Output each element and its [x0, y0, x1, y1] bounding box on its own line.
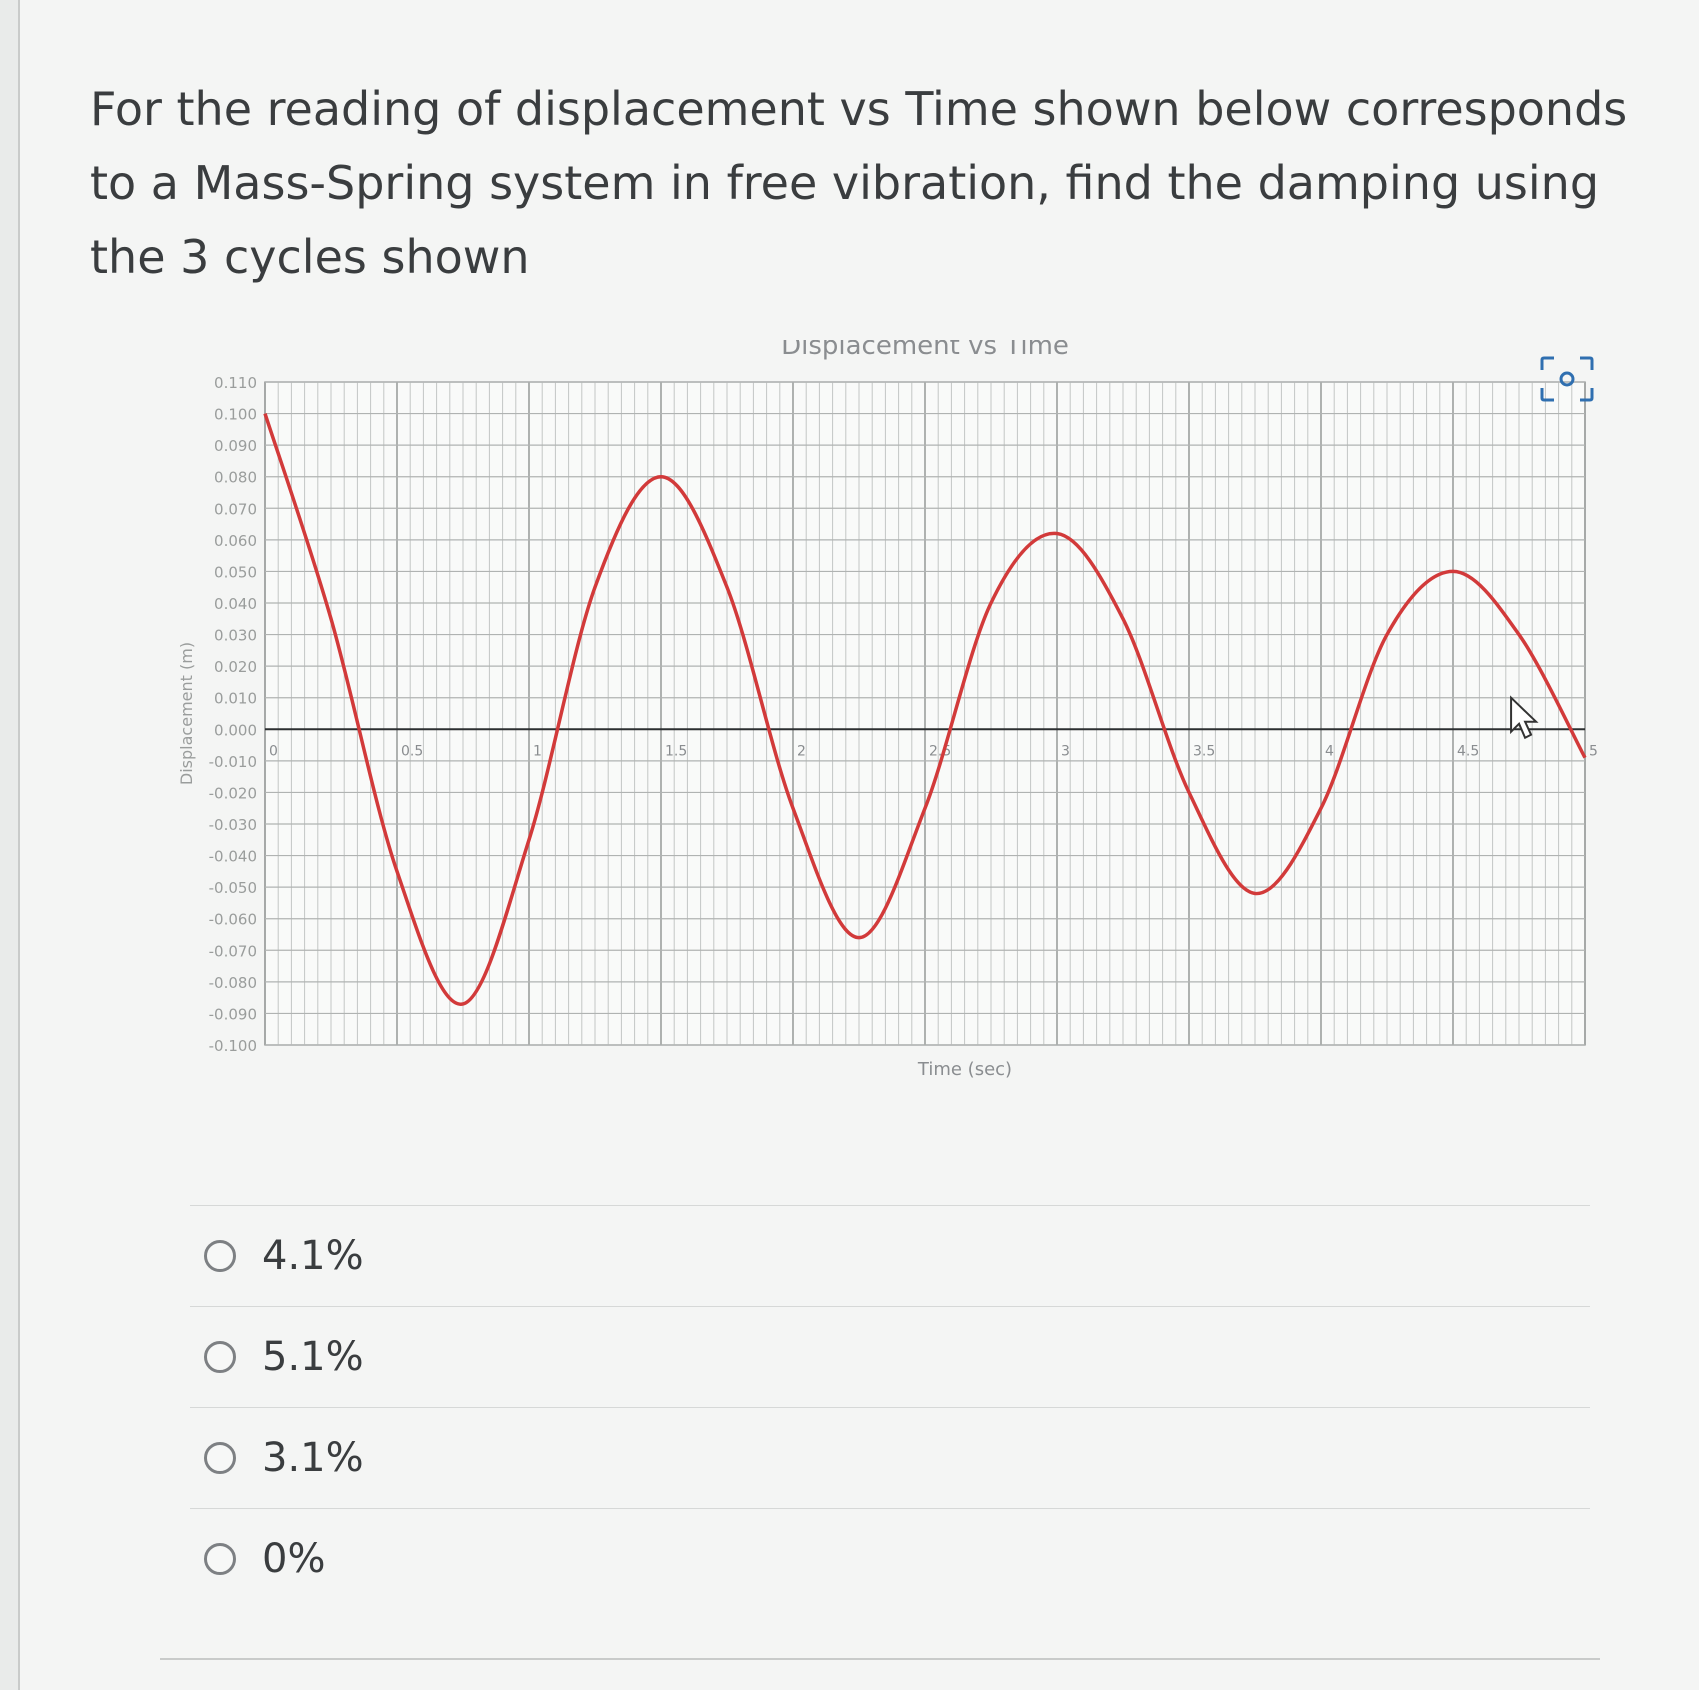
card-bottom-divider [160, 1658, 1600, 1660]
y-tick-label: 0.080 [214, 469, 257, 487]
option-label: 4.1% [262, 1233, 364, 1279]
x-tick-label: 2 [797, 743, 806, 759]
x-tick-label: 3 [1061, 743, 1070, 759]
y-tick-label: -0.020 [209, 784, 257, 802]
y-tick-label: -0.090 [209, 1005, 257, 1023]
radio-button[interactable] [204, 1240, 236, 1272]
option-2[interactable]: 5.1% [190, 1306, 1590, 1407]
x-tick-label: 4 [1325, 743, 1334, 759]
y-tick-label: -0.060 [209, 911, 257, 929]
option-1[interactable]: 4.1% [190, 1205, 1590, 1306]
option-label: 3.1% [262, 1435, 364, 1481]
option-label: 5.1% [262, 1334, 364, 1380]
y-tick-label: -0.050 [209, 879, 257, 897]
chart-container: Displacement vs Time 0.110 0.100 0.090 0.080… [170, 340, 1620, 1180]
y-tick-label: -0.070 [209, 942, 257, 960]
focus-frame-icon[interactable] [1538, 354, 1596, 404]
radio-button[interactable] [204, 1442, 236, 1474]
y-tick-label: 0.110 [214, 374, 257, 392]
option-4[interactable]: 0% [190, 1508, 1590, 1609]
x-tick-label: 2.5 [929, 743, 951, 759]
y-axis-label: Displacement (m) [177, 642, 196, 785]
x-axis-label: Time (sec) [917, 1059, 1012, 1080]
y-tick-label: -0.030 [209, 816, 257, 834]
question-card: For the reading of displacement vs Time … [18, 0, 1699, 1690]
radio-button[interactable] [204, 1543, 236, 1575]
option-label: 0% [262, 1536, 326, 1582]
y-tick-label: 0.090 [214, 437, 257, 455]
x-tick-label: 0.5 [401, 743, 423, 759]
y-tick-label: 0.000 [214, 721, 257, 739]
mouse-cursor-icon [1510, 695, 1539, 740]
x-tick-label: 1.5 [665, 743, 687, 759]
y-tick-label: 0.010 [214, 690, 257, 708]
answer-options: 4.1% 5.1% 3.1% 0% [190, 1205, 1590, 1609]
x-tick-label: 0 [269, 743, 278, 759]
x-tick-label: 1 [533, 743, 542, 759]
y-tick-label: 0.020 [214, 658, 257, 676]
y-tick-label: -0.040 [209, 848, 257, 866]
radio-button[interactable] [204, 1341, 236, 1373]
y-tick-label: 0.100 [214, 406, 257, 424]
x-tick-label: 3.5 [1193, 743, 1215, 759]
y-tick-label: 0.030 [214, 627, 257, 645]
y-tick-label: -0.010 [209, 753, 257, 771]
x-tick-label: 5 [1589, 743, 1598, 759]
option-3[interactable]: 3.1% [190, 1407, 1590, 1508]
y-tick-label: -0.080 [209, 974, 257, 992]
displacement-chart: Displacement vs Time 0.110 0.100 0.090 0.080… [177, 340, 1598, 1080]
question-text: For the reading of displacement vs Time … [90, 82, 1628, 284]
chart-title: Displacement vs Time [781, 340, 1069, 361]
y-tick-label: 0.070 [214, 500, 257, 518]
y-tick-label: 0.040 [214, 595, 257, 613]
y-tick-label: 0.050 [214, 563, 257, 581]
y-tick-label: -0.100 [209, 1037, 257, 1055]
x-tick-label: 4.5 [1457, 743, 1479, 759]
y-tick-label: 0.060 [214, 532, 257, 550]
